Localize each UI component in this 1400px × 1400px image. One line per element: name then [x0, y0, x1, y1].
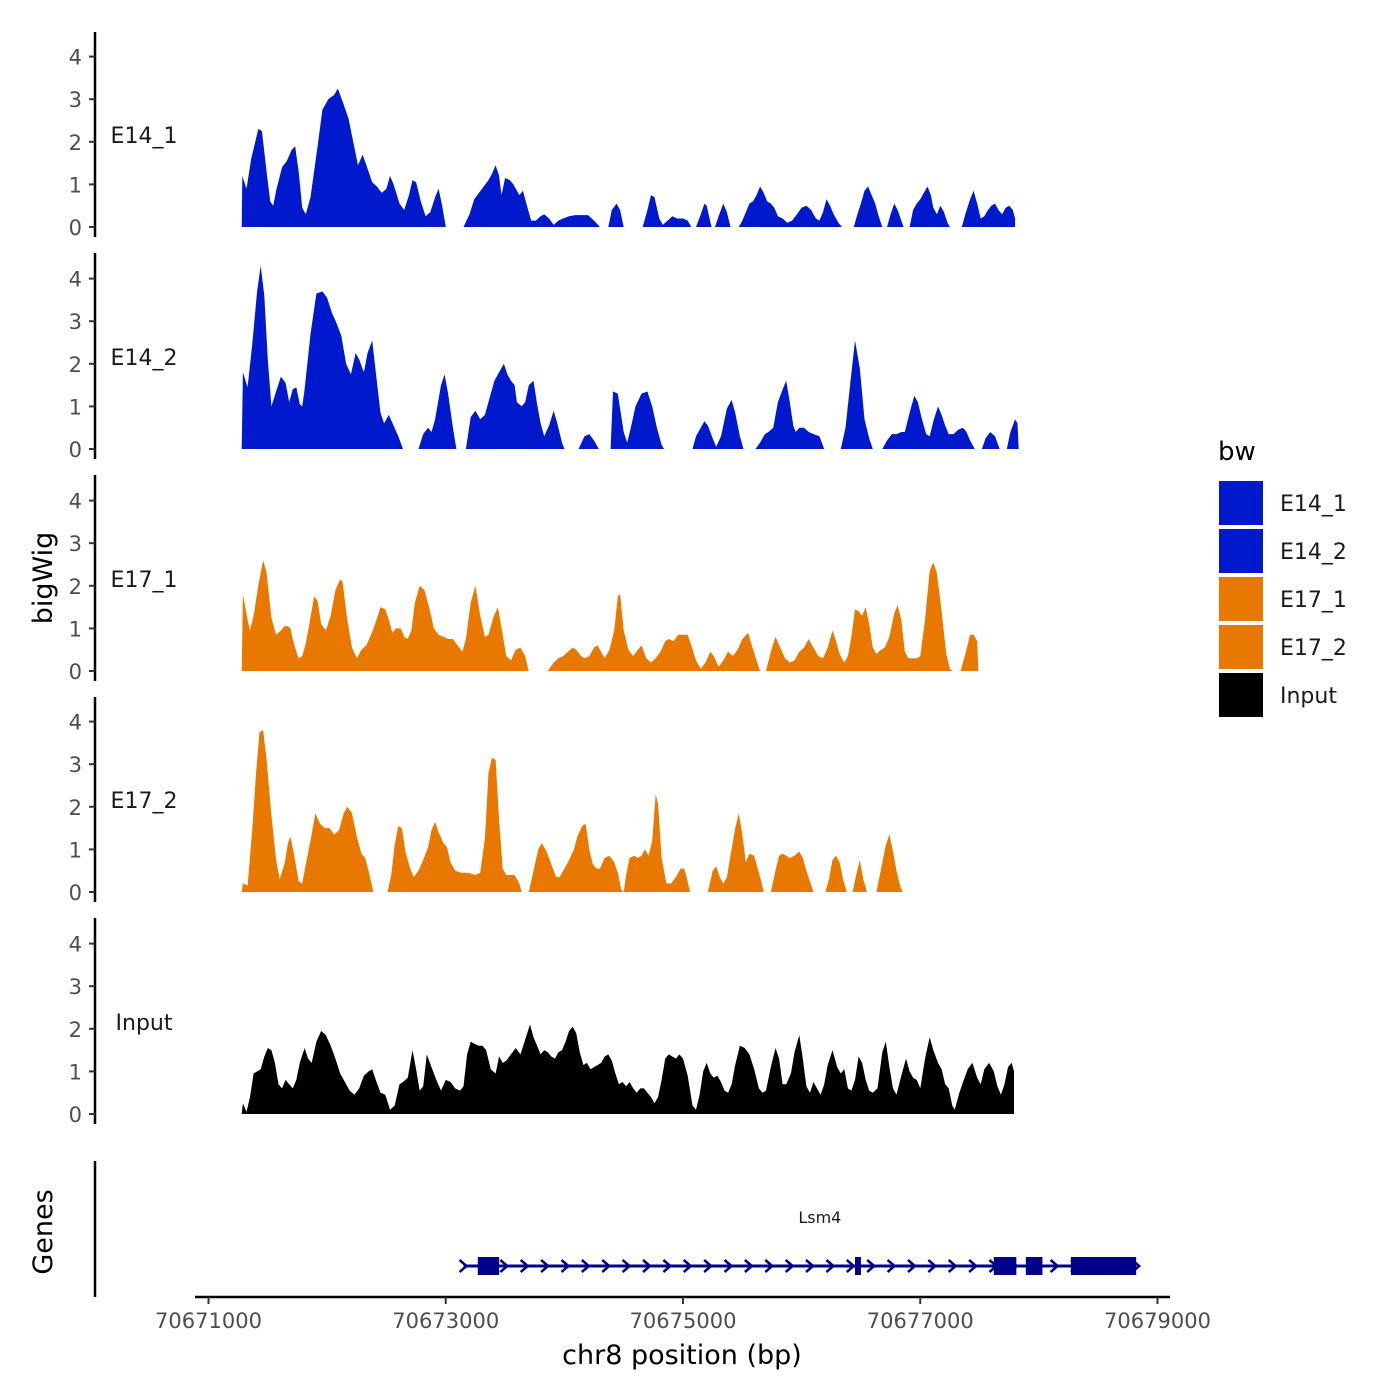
strand-arrow [540, 1259, 550, 1273]
y-tick-label: 4 [69, 711, 82, 735]
track-e14-1: 0 1 2 3 4 E14_1 [69, 32, 1016, 240]
y-tick-label: 3 [69, 532, 82, 556]
y-tick-label: 1 [69, 617, 82, 641]
y-tick-label: 2 [69, 796, 82, 820]
y-tick-label: 1 [69, 173, 82, 197]
strand-arrow [784, 1259, 795, 1273]
x-tick-label: 70671000 [155, 1309, 262, 1333]
y-tick-label: 2 [69, 1018, 82, 1042]
legend-label: E14_1 [1280, 492, 1347, 517]
exon [1025, 1257, 1043, 1275]
strand-arrow [764, 1259, 775, 1273]
legend-label: E17_2 [1280, 636, 1347, 661]
y-tick-label: 0 [69, 1103, 82, 1127]
track-label: Input [116, 1011, 173, 1036]
strand-arrow [601, 1259, 612, 1273]
strand-arrow [886, 1259, 897, 1273]
coverage-tracks: 0 1 2 3 4 E14_1 0 1 2 3 4 E14_2 0 1 2 3 4 E17_1 0 1 2 3 4 E17_2… [69, 32, 1019, 1127]
y-tick-label: 2 [69, 353, 82, 377]
track-input: 0 1 2 3 4 Input [69, 918, 1014, 1127]
coverage-area-e14-1 [241, 88, 1016, 227]
strand-arrow [621, 1259, 632, 1273]
exon [993, 1257, 1017, 1275]
strand-arrow [1049, 1259, 1060, 1273]
y-tick-label: 3 [69, 753, 82, 777]
x-tick-label: 70677000 [867, 1309, 974, 1333]
y-tick-label: 2 [69, 131, 82, 155]
track-label: E17_2 [111, 789, 178, 814]
legend-title: bw [1218, 437, 1256, 467]
track-label: E14_1 [111, 124, 178, 149]
strand-arrow [927, 1259, 938, 1273]
strand-arrow [662, 1259, 673, 1273]
exon [1070, 1257, 1137, 1275]
y-tick-label: 4 [69, 490, 82, 514]
x-axis-title: chr8 position (bp) [562, 1340, 802, 1371]
strand-arrow [947, 1259, 958, 1273]
legend-label: E14_2 [1280, 540, 1347, 565]
coverage-area-e17-1 [241, 560, 979, 671]
strand-arrow [907, 1259, 917, 1273]
legend-swatch [1217, 623, 1265, 671]
x-tick-label: 70675000 [630, 1309, 737, 1333]
gene-label: Lsm4 [798, 1208, 841, 1227]
strand-arrow [560, 1259, 571, 1273]
legend-label: Input [1280, 684, 1337, 709]
coverage-area-input [241, 1024, 1014, 1114]
x-tick-label: 70679000 [1104, 1309, 1211, 1333]
x-tick-label: 70673000 [392, 1309, 499, 1333]
track-e17-2: 0 1 2 3 4 E17_2 [69, 697, 903, 905]
legend-swatch [1217, 671, 1265, 719]
y-tick-label: 0 [69, 660, 82, 684]
strand-arrow [825, 1259, 836, 1273]
x-axis: 70671000 70673000 70675000 70677000 70679000 [155, 1295, 1211, 1333]
strand-arrow [968, 1259, 979, 1273]
legend-label: E17_1 [1280, 588, 1347, 613]
strand-arrow [866, 1259, 877, 1273]
track-e14-2: 0 1 2 3 4 E14_2 [69, 253, 1019, 462]
strand-arrow [723, 1259, 734, 1273]
strand-arrow [805, 1259, 815, 1273]
strand-arrow [581, 1259, 591, 1273]
legend-swatch [1217, 575, 1265, 623]
strand-arrow [642, 1259, 652, 1273]
coverage-area-e14-2 [241, 265, 1019, 449]
legend-swatch [1217, 527, 1265, 575]
track-e17-1: 0 1 2 3 4 E17_1 [69, 475, 979, 684]
y-tick-label: 3 [69, 310, 82, 334]
y-tick-label: 0 [69, 216, 82, 240]
genes-axis-title: Genes [28, 1189, 59, 1274]
y-tick-label: 1 [69, 1060, 82, 1084]
track-label: E14_2 [111, 346, 178, 371]
y-tick-label: 0 [69, 438, 82, 462]
legend: bw E14_1 E14_2 E17_1 E17_2 Input [1217, 437, 1347, 719]
strand-arrow [519, 1259, 530, 1273]
y-tick-label: 2 [69, 575, 82, 599]
y-tick-label: 3 [69, 88, 82, 112]
strand-arrow [458, 1259, 469, 1273]
track-label: E17_1 [111, 568, 178, 593]
exon [855, 1257, 861, 1275]
genes-track: Lsm4 [93, 1161, 1142, 1297]
y-tick-label: 4 [69, 933, 82, 957]
strand-arrow [682, 1259, 693, 1273]
y-tick-label: 1 [69, 395, 82, 419]
coverage-area-e17-2 [241, 730, 903, 892]
y-tick-label: 4 [69, 46, 82, 70]
strand-arrow [845, 1259, 856, 1273]
exon [477, 1257, 500, 1275]
y-tick-label: 4 [69, 268, 82, 292]
strand-arrow [703, 1259, 714, 1273]
y-axis-title: bigWig [28, 532, 59, 625]
y-tick-label: 1 [69, 838, 82, 862]
y-tick-label: 0 [69, 881, 82, 905]
strand-arrow [744, 1259, 754, 1273]
legend-swatch [1217, 479, 1265, 527]
y-tick-label: 3 [69, 975, 82, 999]
strand-arrow [499, 1259, 510, 1273]
